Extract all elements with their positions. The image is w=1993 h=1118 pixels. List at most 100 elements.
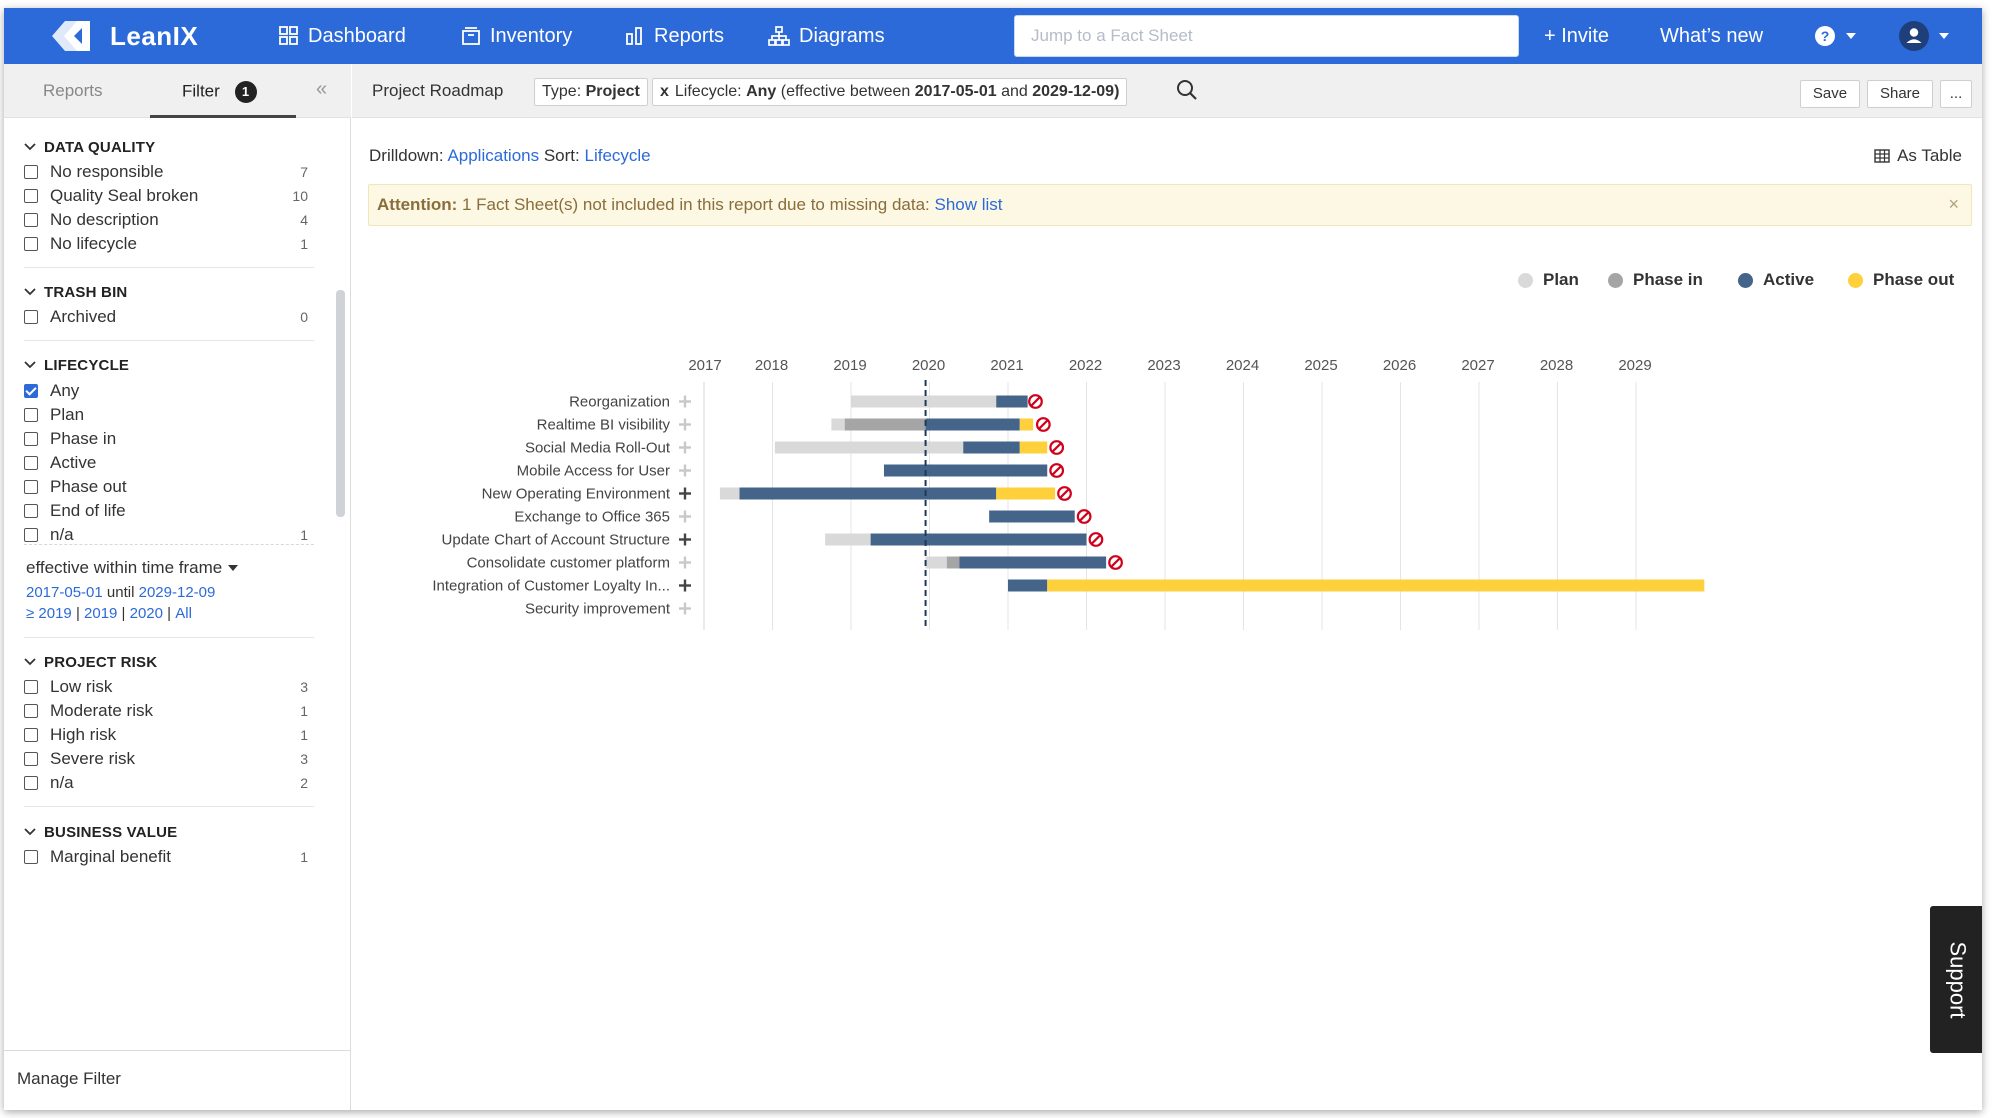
section-data-quality-header[interactable]: DATA QUALITY xyxy=(24,137,314,157)
sidebar-scrollbar[interactable] xyxy=(336,290,345,517)
filter-list[interactable]: DATA QUALITY No responsible 7 Quality Sea… xyxy=(4,118,336,1050)
invite-button[interactable]: + Invite xyxy=(1544,24,1610,47)
checkbox[interactable] xyxy=(24,213,38,227)
filter-option-count: 3 xyxy=(300,751,308,767)
year-tick-label: 2024 xyxy=(1226,357,1259,374)
filter-option[interactable]: Any xyxy=(24,379,314,403)
filter-option[interactable]: Moderate risk 1 xyxy=(24,699,314,723)
section-business-value[interactable]: BUSINESS VALUE xyxy=(24,822,314,842)
quick-link[interactable]: 2019 xyxy=(84,604,118,622)
section-lifecycle[interactable]: LIFECYCLE xyxy=(24,355,314,375)
section-lifecycle-header[interactable]: LIFECYCLE xyxy=(24,355,314,375)
filter-option[interactable]: Phase out xyxy=(24,475,314,499)
close-icon[interactable]: × xyxy=(1948,194,1959,214)
checkbox[interactable] xyxy=(24,680,38,694)
nav-diagrams[interactable]: Diagrams xyxy=(768,8,885,64)
section-project-risk[interactable]: PROJECT RISK xyxy=(24,652,314,672)
save-button[interactable]: Save xyxy=(1800,80,1860,108)
sort-link[interactable]: Lifecycle xyxy=(584,146,651,165)
quick-link[interactable]: 2020 xyxy=(129,604,163,622)
help-menu-button[interactable]: ? xyxy=(1814,8,1866,64)
filter-option[interactable]: Severe risk 3 xyxy=(24,747,314,771)
chip-effective-to: 2029-12-09) xyxy=(1032,83,1120,100)
filter-option[interactable]: Low risk 3 xyxy=(24,675,314,699)
legend-swatch xyxy=(1518,272,1533,288)
timeframe-range: 2017-05-01 until 2029-12-09 xyxy=(26,580,316,604)
remove-chip-icon[interactable]: x xyxy=(660,83,669,100)
filter-option[interactable]: Quality Seal broken 10 xyxy=(24,184,314,208)
checkbox[interactable] xyxy=(24,528,38,542)
filter-option[interactable]: Phase in xyxy=(24,427,314,451)
lifecycle-filter-chip[interactable]: x Lifecycle: Any (effective between 2017-… xyxy=(652,78,1128,106)
help-icon: ? xyxy=(1815,26,1835,46)
search-icon[interactable] xyxy=(1176,79,1198,106)
tab-filter-label: Filter xyxy=(182,81,220,101)
tab-reports[interactable]: Reports xyxy=(43,81,103,100)
filter-option[interactable]: Active xyxy=(24,451,314,475)
nav-inventory[interactable]: Inventory xyxy=(461,8,572,64)
share-button[interactable]: Share xyxy=(1867,80,1933,108)
filter-option[interactable]: End of life xyxy=(24,499,314,523)
fact-sheet-search-input[interactable] xyxy=(1014,15,1519,57)
checkbox[interactable] xyxy=(24,310,38,324)
filter-option-count: 4 xyxy=(300,212,308,228)
checkbox[interactable] xyxy=(24,752,38,766)
filter-option-label: End of life xyxy=(50,501,126,520)
timeframe-from-link[interactable]: 2017-05-01 xyxy=(26,583,103,601)
checkbox[interactable] xyxy=(24,704,38,718)
filter-option-label: No lifecycle xyxy=(50,234,137,253)
support-tab[interactable]: Support xyxy=(1930,906,1982,1053)
filter-option[interactable]: High risk 1 xyxy=(24,723,314,747)
drilldown-label: Drilldown: xyxy=(369,146,444,165)
legend-swatch xyxy=(1848,272,1863,288)
drilldown-link[interactable]: Applications xyxy=(447,146,540,165)
show-list-link[interactable]: Show list xyxy=(934,195,1003,214)
checkbox[interactable] xyxy=(24,165,38,179)
nav-reports[interactable]: Reports xyxy=(625,8,724,64)
filter-option[interactable]: No responsible 7 xyxy=(24,160,314,184)
brand[interactable]: LeanIX xyxy=(52,8,198,64)
manage-filter-button[interactable]: Manage Filter xyxy=(4,1050,351,1110)
checkbox[interactable] xyxy=(24,504,38,518)
filter-option[interactable]: No lifecycle 1 xyxy=(24,232,314,256)
nav-dashboard-label: Dashboard xyxy=(308,24,406,47)
section-trash-bin[interactable]: TRASH BIN xyxy=(24,282,314,302)
filter-option[interactable]: Archived 0 xyxy=(24,305,314,329)
checkbox[interactable] xyxy=(24,480,38,494)
drilldown-sort-bar: Drilldown: Applications Sort: Lifecycle xyxy=(369,146,651,166)
timeframe-to-link[interactable]: 2029-12-09 xyxy=(138,583,216,601)
checkbox[interactable] xyxy=(24,408,38,422)
as-table-button[interactable]: As Table xyxy=(1874,146,1962,166)
lifecycle-bar-active xyxy=(1008,579,1048,592)
filter-option[interactable]: n/a 2 xyxy=(24,771,314,795)
nav-dashboard[interactable]: Dashboard xyxy=(279,8,406,64)
checkbox[interactable] xyxy=(24,456,38,470)
quick-link[interactable]: ≥ 2019 xyxy=(26,604,72,622)
type-filter-chip[interactable]: Type: Project xyxy=(534,78,648,106)
section-project-risk-header[interactable]: PROJECT RISK xyxy=(24,652,314,672)
checkbox-checked[interactable] xyxy=(24,384,38,398)
sidebar-tabs: Reports Filter 1 « xyxy=(4,64,351,118)
checkbox[interactable] xyxy=(24,189,38,203)
checkbox[interactable] xyxy=(24,850,38,864)
checkbox[interactable] xyxy=(24,432,38,446)
collapse-sidebar-button[interactable]: « xyxy=(316,78,328,100)
filter-option-label: n/a xyxy=(50,773,74,792)
user-menu-button[interactable] xyxy=(1899,8,1959,64)
checkbox[interactable] xyxy=(24,728,38,742)
filter-option[interactable]: No description 4 xyxy=(24,208,314,232)
whats-new-link[interactable]: What’s new xyxy=(1660,24,1764,47)
timeframe-dropdown[interactable]: effective within time frame xyxy=(26,556,316,580)
brand-name: LeanIX xyxy=(110,20,199,51)
more-options-button[interactable]: ... xyxy=(1940,80,1972,108)
filter-option[interactable]: Marginal benefit 1 xyxy=(24,845,314,869)
filter-option[interactable]: Plan xyxy=(24,403,314,427)
quick-link[interactable]: All xyxy=(175,604,192,622)
section-trash-bin-header[interactable]: TRASH BIN xyxy=(24,282,314,302)
tab-filter[interactable]: Filter 1 xyxy=(182,81,257,103)
filter-option[interactable]: n/a 1 xyxy=(24,523,314,547)
section-business-value-header[interactable]: BUSINESS VALUE xyxy=(24,822,314,842)
section-data-quality[interactable]: DATA QUALITY xyxy=(24,137,314,157)
checkbox[interactable] xyxy=(24,776,38,790)
checkbox[interactable] xyxy=(24,237,38,251)
